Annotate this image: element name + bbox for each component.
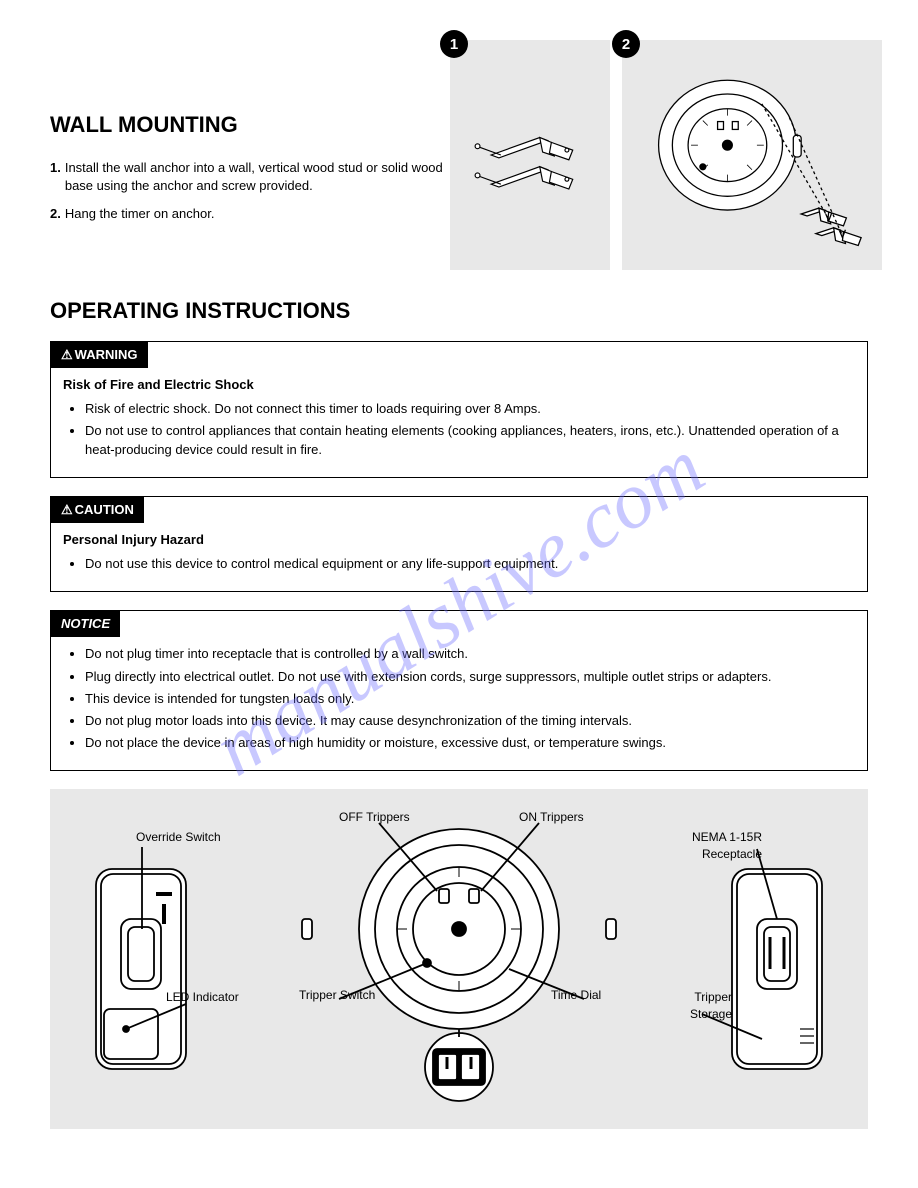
label-nema: NEMA 1-15R Receptacle — [662, 829, 762, 863]
right-side-view: NEMA 1-15R Receptacle Tripper Storage — [662, 829, 852, 1089]
notice-item: Do not place the device in areas of high… — [85, 734, 855, 752]
notice-item: Plug directly into electrical outlet. Do… — [85, 668, 855, 686]
label-time-dial: Time Dial — [551, 987, 601, 1004]
warning-item: Do not use to control appliances that co… — [85, 422, 855, 458]
left-side-view: Override Switch LED Indicator — [66, 829, 256, 1089]
notice-list: Do not plug timer into receptacle that i… — [63, 645, 855, 752]
figure-1: 1 — [450, 40, 610, 270]
label-on: ON Trippers — [519, 809, 584, 826]
step-1: 1.Install the wall anchor into a wall, v… — [50, 159, 450, 195]
notice-item: Do not plug motor loads into this device… — [85, 712, 855, 730]
warning-box: ⚠WARNING Risk of Fire and Electric Shock… — [50, 341, 868, 478]
label-tripper-storage: Tripper Storage — [662, 989, 732, 1023]
wall-mount-title: WALL MOUNTING — [50, 110, 450, 141]
front-view: OFF Trippers ON Trippers Tripper Switch … — [299, 809, 619, 1109]
figure-2: 2 — [622, 40, 882, 270]
figure-1-badge: 1 — [440, 30, 468, 58]
label-led: LED Indicator — [166, 989, 239, 1006]
side-right-icon — [662, 829, 852, 1089]
warning-list: Risk of electric shock. Do not connect t… — [63, 400, 855, 459]
notice-label: NOTICE — [51, 611, 120, 637]
caution-label: ⚠CAUTION — [51, 497, 144, 523]
header: WALL MOUNTING 1.Install the wall anchor … — [50, 40, 868, 270]
warning-icon: ⚠ — [61, 347, 73, 362]
step-list: 1.Install the wall anchor into a wall, v… — [50, 159, 450, 224]
caution-list: Do not use this device to control medica… — [63, 555, 855, 573]
notice-box: NOTICE Do not plug timer into receptacle… — [50, 610, 868, 771]
controls-panel: Override Switch LED Indicator OFF T — [50, 789, 868, 1129]
warning-label: ⚠WARNING — [51, 342, 148, 368]
figure-2-badge: 2 — [612, 30, 640, 58]
notice-item: Do not plug timer into receptacle that i… — [85, 645, 855, 663]
caution-box: ⚠CAUTION Personal Injury Hazard Do not u… — [50, 496, 868, 593]
warning-icon: ⚠ — [61, 502, 73, 517]
bracket-icon — [462, 52, 598, 258]
label-tripper-switch: Tripper Switch — [299, 987, 375, 1004]
timer-mount-icon — [634, 52, 870, 258]
caution-item: Do not use this device to control medica… — [85, 555, 855, 573]
label-off: OFF Trippers — [339, 809, 410, 826]
side-left-icon — [66, 829, 256, 1089]
label-override: Override Switch — [136, 829, 221, 846]
operating-title: OPERATING INSTRUCTIONS — [50, 296, 868, 327]
warning-intro: Risk of Fire and Electric Shock — [63, 377, 254, 392]
warning-item: Risk of electric shock. Do not connect t… — [85, 400, 855, 418]
caution-intro: Personal Injury Hazard — [63, 532, 204, 547]
step-2: 2.Hang the timer on anchor. — [50, 205, 450, 223]
notice-item: This device is intended for tungsten loa… — [85, 690, 855, 708]
front-icon — [299, 809, 619, 1109]
